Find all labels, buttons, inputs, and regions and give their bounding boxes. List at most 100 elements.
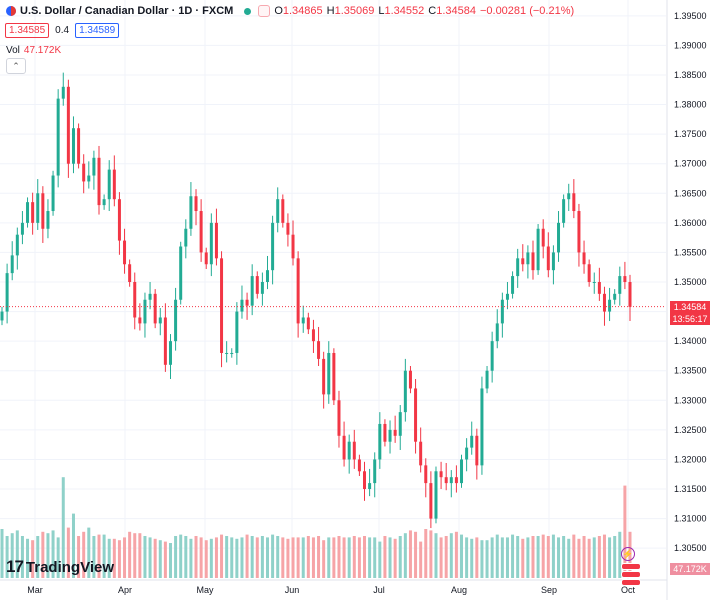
y-tick-label: 1.35500 bbox=[674, 247, 707, 257]
volume-bar bbox=[82, 531, 86, 578]
volume-bar bbox=[301, 537, 305, 578]
volume-bar bbox=[337, 536, 341, 578]
volume-bar bbox=[388, 537, 392, 578]
candle-body bbox=[209, 222, 213, 265]
candle-body bbox=[562, 199, 566, 223]
volume-bar bbox=[56, 537, 60, 578]
logo-text: TradingView bbox=[25, 558, 115, 576]
volume-bar bbox=[597, 536, 601, 578]
candle-body bbox=[352, 441, 356, 460]
y-tick-label: 1.34000 bbox=[674, 336, 707, 346]
bar-countdown: 13:56:17 bbox=[672, 314, 708, 324]
volume-bar bbox=[148, 537, 152, 578]
volume-bar bbox=[123, 537, 127, 578]
tradingview-logo[interactable]: 17 TradingView bbox=[6, 557, 114, 577]
candle-body bbox=[225, 352, 229, 354]
candle-body bbox=[587, 264, 591, 282]
y-tick-label: 1.38500 bbox=[674, 70, 707, 80]
candle-body bbox=[235, 311, 239, 353]
candle-body bbox=[628, 282, 632, 307]
low-value: 1.34552 bbox=[384, 5, 425, 17]
candle-body bbox=[444, 477, 448, 484]
y-tick-label: 1.39500 bbox=[674, 11, 707, 21]
candle-body bbox=[480, 388, 484, 466]
volume-bar bbox=[408, 530, 412, 578]
events-flag-icon[interactable] bbox=[621, 563, 641, 587]
candle-body bbox=[347, 441, 351, 460]
volume-bar bbox=[31, 540, 35, 578]
volume-bar bbox=[199, 537, 203, 578]
candle-body bbox=[296, 258, 300, 324]
chevron-up-icon[interactable]: ⌃ bbox=[6, 58, 26, 74]
volume-bar bbox=[51, 530, 55, 578]
candle-body bbox=[179, 246, 183, 300]
candle-body bbox=[602, 293, 606, 312]
volume-bar bbox=[133, 533, 137, 578]
candle-body bbox=[82, 163, 86, 182]
volume-bar bbox=[209, 538, 213, 578]
volume-bar bbox=[117, 540, 121, 578]
volume-bar bbox=[214, 537, 218, 578]
candle-body bbox=[449, 477, 453, 484]
volume-bar bbox=[61, 477, 65, 578]
volume-bar bbox=[444, 536, 448, 578]
y-tick-label: 1.35000 bbox=[674, 277, 707, 287]
buy-button[interactable]: 1.34589 bbox=[75, 23, 120, 38]
candle-body bbox=[597, 282, 601, 294]
candle-body bbox=[572, 193, 576, 212]
candle-body bbox=[531, 252, 535, 271]
volume-bar bbox=[562, 536, 566, 578]
y-tick-label: 1.37000 bbox=[674, 159, 707, 169]
high-label: H bbox=[326, 5, 335, 17]
candle-body bbox=[204, 252, 208, 265]
volume-bar bbox=[77, 536, 81, 578]
candle-body bbox=[174, 299, 178, 342]
candle-body bbox=[107, 169, 111, 200]
volume-bar bbox=[383, 536, 387, 578]
volume-bar bbox=[36, 536, 40, 578]
sell-button[interactable]: 1.34585 bbox=[5, 23, 50, 38]
volume-bar bbox=[480, 540, 484, 578]
candle-body bbox=[20, 222, 24, 235]
candle-body bbox=[255, 276, 259, 294]
candle-body bbox=[393, 429, 397, 436]
lightning-icon[interactable]: ⚡ bbox=[621, 547, 635, 561]
candle-body bbox=[505, 293, 509, 300]
candle-body bbox=[230, 352, 234, 354]
volume-bar bbox=[5, 536, 9, 578]
candle-body bbox=[92, 157, 96, 176]
candle-body bbox=[511, 276, 515, 294]
candle-body bbox=[102, 199, 106, 206]
volume-bar bbox=[505, 537, 509, 578]
candle-body bbox=[5, 273, 9, 312]
volume-bar bbox=[623, 485, 627, 578]
candle-body bbox=[168, 341, 172, 365]
volume-bar bbox=[26, 538, 30, 578]
volume-bar bbox=[158, 540, 162, 578]
candle-body bbox=[291, 234, 295, 259]
candle-body bbox=[342, 435, 346, 460]
volume-bar bbox=[153, 538, 157, 578]
candle-body bbox=[311, 329, 315, 342]
candle-body bbox=[71, 128, 75, 164]
volume-bar bbox=[352, 536, 356, 578]
candle-body bbox=[184, 228, 188, 247]
volume-bar bbox=[92, 536, 96, 578]
volume-bar bbox=[240, 537, 244, 578]
candle-body bbox=[613, 293, 617, 300]
candle-body bbox=[541, 228, 545, 247]
candle-body bbox=[51, 175, 55, 212]
candle-body bbox=[408, 370, 412, 389]
candle-body bbox=[97, 157, 101, 206]
volume-value: 47.172K bbox=[23, 45, 62, 56]
y-tick-label: 1.37500 bbox=[674, 129, 707, 139]
alert-pill-icon[interactable] bbox=[258, 5, 271, 17]
candle-body bbox=[521, 258, 525, 265]
volume-bar bbox=[567, 538, 571, 578]
volume-bar bbox=[15, 530, 19, 578]
x-tick-label: Oct bbox=[621, 585, 636, 595]
candle-body bbox=[454, 477, 458, 484]
symbol-title[interactable]: U.S. Dollar / Canadian Dollar · 1D · FXC… bbox=[20, 5, 234, 17]
spread-value: 0.4 bbox=[55, 25, 70, 36]
